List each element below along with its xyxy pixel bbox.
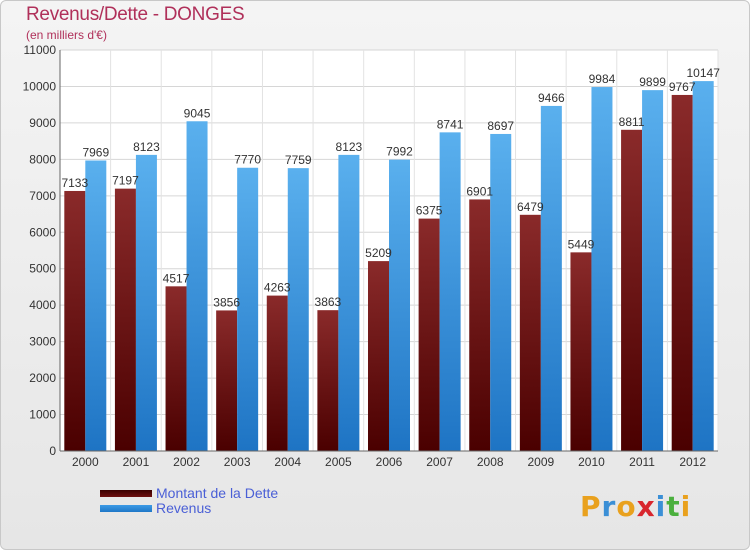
x-tick-label: 2008 (477, 455, 504, 469)
y-tick-label: 1000 (29, 408, 56, 422)
bar-dette (114, 188, 136, 451)
bar-revenus (389, 159, 410, 451)
data-label-revenus: 8123 (336, 140, 363, 154)
y-tick-label: 6000 (29, 225, 56, 239)
data-label-revenus: 9045 (184, 106, 211, 120)
bar-revenus (338, 154, 360, 451)
x-tick-label: 2003 (224, 455, 251, 469)
bar-revenus (490, 133, 512, 451)
y-tick-label: 0 (49, 444, 56, 458)
data-label-revenus: 7759 (285, 153, 312, 167)
data-label-revenus: 7992 (386, 145, 413, 159)
data-label-revenus: 9984 (589, 72, 616, 86)
data-label-dette: 3863 (315, 295, 342, 309)
x-tick-label: 2006 (376, 455, 403, 469)
data-label-dette: 6375 (416, 204, 443, 218)
x-tick-label: 2012 (679, 455, 706, 469)
bar-dette (519, 214, 541, 451)
data-label-dette: 7133 (61, 176, 88, 190)
data-label-dette: 4517 (163, 271, 190, 285)
y-tick-label: 2000 (29, 371, 56, 385)
data-label-dette: 9767 (669, 80, 696, 94)
legend-swatch-dette (100, 490, 152, 497)
y-tick-label: 7000 (29, 189, 56, 203)
data-label-dette: 7197 (112, 174, 139, 188)
x-tick-label: 2001 (123, 455, 150, 469)
x-tick-label: 2009 (527, 455, 554, 469)
x-tick-label: 2000 (72, 455, 99, 469)
data-label-dette: 5209 (365, 246, 392, 260)
x-tick-label: 2007 (426, 455, 453, 469)
y-tick-label: 3000 (29, 335, 56, 349)
legend-label-dette: Montant de la Dette (156, 485, 279, 501)
y-tick-label: 10000 (23, 79, 57, 93)
legend: Montant de la Dette Revenus (100, 486, 278, 516)
bar-revenus (135, 154, 157, 451)
chart-title: Revenus/Dette - DONGES (26, 4, 245, 25)
bar-dette (671, 94, 693, 451)
proxiti-logo: Proxiti (580, 490, 692, 523)
data-label-revenus: 9466 (538, 91, 565, 105)
y-tick-label: 9000 (29, 116, 56, 130)
bar-dette (266, 295, 288, 451)
bar-dette (418, 218, 440, 451)
data-label-dette: 8811 (619, 115, 645, 129)
y-tick-label: 5000 (29, 262, 56, 276)
data-label-revenus: 7969 (82, 145, 109, 159)
y-tick-label: 4000 (29, 298, 56, 312)
bar-dette (216, 310, 238, 451)
bar-revenus (591, 87, 613, 452)
bar-dette (317, 310, 339, 451)
legend-swatch-revenus (100, 505, 152, 512)
bar-revenus (237, 167, 259, 452)
data-label-dette: 6901 (466, 184, 493, 198)
data-label-revenus: 8697 (487, 119, 514, 133)
bar-dette (64, 190, 86, 451)
y-tick-label: 11000 (24, 43, 57, 57)
data-label-dette: 5449 (568, 237, 595, 251)
y-tick-label: 8000 (29, 152, 56, 166)
bar-revenus (642, 90, 664, 452)
bar-revenus (85, 160, 107, 452)
bar-dette (570, 252, 592, 451)
data-label-dette: 3856 (213, 295, 240, 309)
bar-dette (621, 129, 643, 451)
x-tick-label: 2002 (173, 455, 200, 469)
data-label-revenus: 8741 (437, 117, 464, 131)
bar-revenus (692, 81, 714, 451)
x-tick-label: 2004 (274, 455, 301, 469)
data-label-dette: 6479 (517, 200, 544, 214)
bar-dette (165, 286, 187, 451)
x-tick-label: 2010 (578, 455, 605, 469)
legend-item-revenus: Revenus (100, 501, 278, 516)
data-label-revenus: 7770 (234, 153, 261, 167)
x-tick-label: 2011 (629, 455, 655, 469)
chart-subtitle: (en milliers d'€) (26, 28, 107, 42)
bar-dette (368, 261, 389, 451)
bar-revenus (186, 121, 208, 451)
data-label-revenus: 10147 (687, 66, 721, 80)
bar-revenus (287, 168, 309, 452)
bar-revenus (439, 132, 461, 451)
legend-item-dette: Montant de la Dette (100, 486, 278, 501)
bar-revenus (540, 105, 562, 452)
legend-label-revenus: Revenus (156, 500, 212, 516)
bar-dette (469, 199, 491, 451)
data-label-dette: 4263 (264, 281, 291, 295)
data-label-revenus: 8123 (133, 140, 160, 154)
x-tick-label: 2005 (325, 455, 352, 469)
data-label-revenus: 9899 (639, 75, 666, 89)
